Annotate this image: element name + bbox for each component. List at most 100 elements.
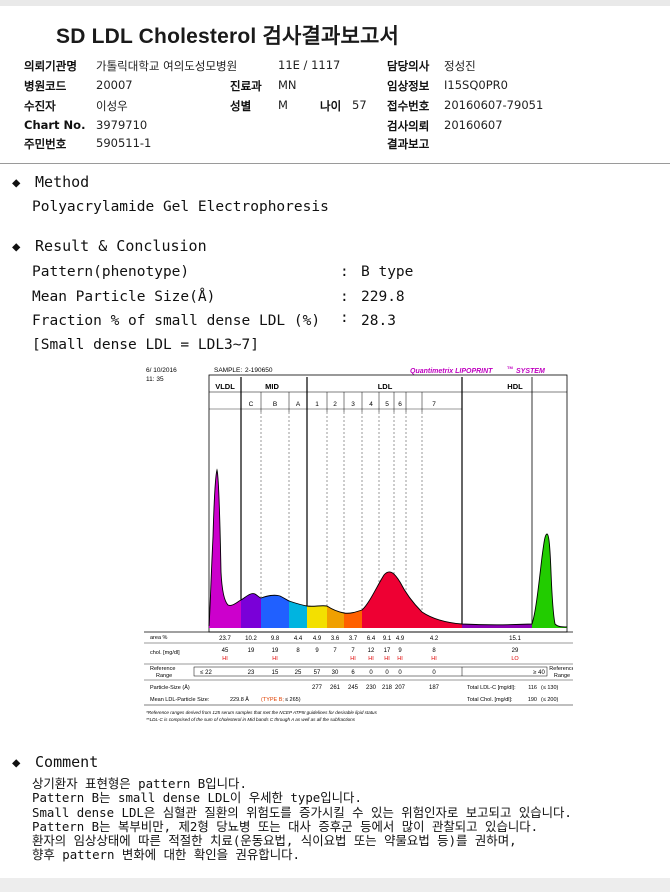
- top-band: [0, 0, 670, 6]
- total-ldl-ref: (≤ 130): [541, 685, 559, 691]
- flag-value-10: HI: [431, 656, 437, 662]
- particle-size-label: Mean Particle Size(Å): [32, 289, 216, 305]
- flag-value-7: HI: [368, 656, 374, 662]
- ref-right-label-2: Range: [554, 673, 570, 679]
- flag-value-6: HI: [350, 656, 356, 662]
- clinical-value: I15SQ0PR0: [444, 78, 508, 92]
- header-divider: [0, 163, 670, 164]
- flag-value-0: HI: [222, 656, 228, 662]
- comment-line: Pattern B는 small dense LDL이 우세한 type입니다.: [32, 790, 362, 806]
- hospital-code-label: 병원코드: [24, 79, 67, 93]
- comment-line: 향후 pattern 변화에 대한 확인을 권유합니다.: [32, 847, 300, 863]
- peak-mid-c: [241, 593, 261, 628]
- total-chol-label: Total Chol. [mg/dl]:: [467, 697, 513, 703]
- subfraction-label-7: 7: [432, 401, 436, 408]
- accession-value: 20160607-79051: [444, 98, 544, 112]
- peak-ldl-2: [327, 606, 344, 628]
- age-value: 57: [352, 98, 367, 112]
- mean-size-value: 229.8 Å: [230, 696, 249, 703]
- group-label-hdl: HDL: [507, 382, 523, 391]
- chol-value-8: 17: [384, 648, 391, 654]
- ref-value-6: 6: [351, 670, 355, 676]
- brand-system: SYSTEM: [516, 368, 545, 375]
- group-label-ldl: LDL: [378, 382, 393, 391]
- institution-label: 의뢰기관명: [24, 59, 77, 73]
- peak-ldl-3: [344, 610, 362, 628]
- chart-time: 11: 35: [146, 376, 164, 383]
- footnote-1: *Reference ranges derived from 125 serum…: [146, 710, 378, 715]
- electrophoresis-curve: [209, 470, 567, 628]
- request-label: 검사의뢰: [387, 119, 430, 133]
- patient-label: 수진자: [24, 99, 56, 113]
- pattern-value: B type: [361, 264, 414, 280]
- area-value-9: 4.9: [396, 636, 405, 642]
- size-value-2: 245: [348, 685, 359, 691]
- subfraction-label-c: C: [249, 401, 254, 408]
- hospital-code-value: 20007: [96, 78, 133, 92]
- subfraction-label-b: B: [273, 401, 277, 408]
- brand-name: Quantimetrix LIPOPRINT: [410, 368, 493, 375]
- doctor-label: 담당의사: [387, 59, 430, 73]
- particle-size-row-label: Particle-Size (Å): [150, 684, 190, 691]
- ref-row-label-1: Reference: [150, 666, 175, 672]
- institution-value: 가톨릭대학교 여의도성모병원: [96, 59, 238, 73]
- footnote-2: **LDL-C is comprised of the sum of chole…: [146, 717, 356, 722]
- subfraction-label-2: 2: [333, 401, 337, 408]
- area-value-4: 4.9: [313, 636, 322, 642]
- chart-date: 6/ 10/2016: [146, 367, 177, 374]
- ref-value-8: 0: [385, 670, 389, 676]
- age-label: 나이: [320, 99, 342, 113]
- ref-value-7: 0: [369, 670, 373, 676]
- particle-size-sep: :: [340, 289, 349, 305]
- sex-value: M: [278, 98, 288, 112]
- mean-size-label: Mean LDL-Particle Size:: [150, 697, 210, 703]
- dept-value: MN: [278, 78, 297, 92]
- result-heading: ◆ Result & Conclusion: [12, 237, 207, 255]
- peak-ldl-1: [307, 605, 327, 628]
- mean-size-type: (TYPE B;: [261, 697, 284, 703]
- diamond-bullet-icon: ◆: [12, 755, 21, 771]
- flag-value-8: HI: [384, 656, 390, 662]
- comment-body: 상기환자 표현형은 pattern B입니다. Pattern B는 small…: [32, 776, 662, 863]
- total-chol-value: 190: [528, 697, 537, 703]
- peak-mid-a: [289, 601, 307, 628]
- total-ldl-label: Total LDL-C [mg/dl]:: [467, 685, 516, 691]
- ref-value-3: 25: [295, 670, 302, 676]
- subfraction-label-a: A: [296, 401, 301, 408]
- chol-value-11: 29: [512, 648, 519, 654]
- subfraction-label-6: 6: [398, 401, 402, 408]
- area-value-8: 9.1: [383, 636, 392, 642]
- report-title: SD LDL Cholesterol 검사결과보고서: [56, 25, 400, 48]
- request-value: 20160607: [444, 118, 503, 132]
- chol-value-0: 45: [222, 648, 229, 654]
- ref-value-10: 0: [432, 670, 436, 676]
- chol-value-6: 7: [351, 648, 355, 654]
- ref-value-5: 30: [332, 670, 339, 676]
- chol-value-2: 19: [272, 648, 279, 654]
- sdldl-definition: [Small dense LDL = LDL3~7]: [32, 337, 259, 353]
- lipoprint-chart: 6/ 10/2016 11: 35 SAMPLE: 2-190650 Quant…: [144, 362, 573, 727]
- fraction-sep: :: [340, 310, 349, 326]
- flag-value-2: HI: [272, 656, 278, 662]
- size-value-3: 230: [366, 685, 377, 691]
- method-heading: ◆ Method: [12, 173, 89, 191]
- chol-value-10: 8: [432, 648, 436, 654]
- pattern-label: Pattern(phenotype): [32, 264, 190, 280]
- accession-label: 접수번호: [387, 99, 430, 113]
- result-heading-text: Result & Conclusion: [35, 237, 207, 255]
- diamond-bullet-icon: ◆: [12, 175, 21, 191]
- chart-no-value: 3979710: [96, 118, 148, 132]
- ref-row-label-2: Range: [156, 673, 172, 679]
- ward-value: 11E / 1117: [278, 58, 341, 72]
- pattern-sep: :: [340, 264, 349, 280]
- area-value-10: 4.2: [430, 636, 439, 642]
- area-value-2: 9.8: [271, 636, 280, 642]
- bottom-band: [0, 878, 670, 892]
- ref-value-9: 0: [398, 670, 402, 676]
- group-label-vldl: VLDL: [215, 382, 235, 391]
- chol-row-label: chol. [mg/dl]: [150, 650, 180, 656]
- chol-value-4: 9: [315, 648, 319, 654]
- comment-line: 환자의 임상상태에 따른 적절한 치료(운동요법, 식이요법 또는 약물요법 등…: [32, 833, 517, 849]
- area-value-3: 4.4: [294, 636, 303, 642]
- patient-value: 이성우: [96, 99, 128, 113]
